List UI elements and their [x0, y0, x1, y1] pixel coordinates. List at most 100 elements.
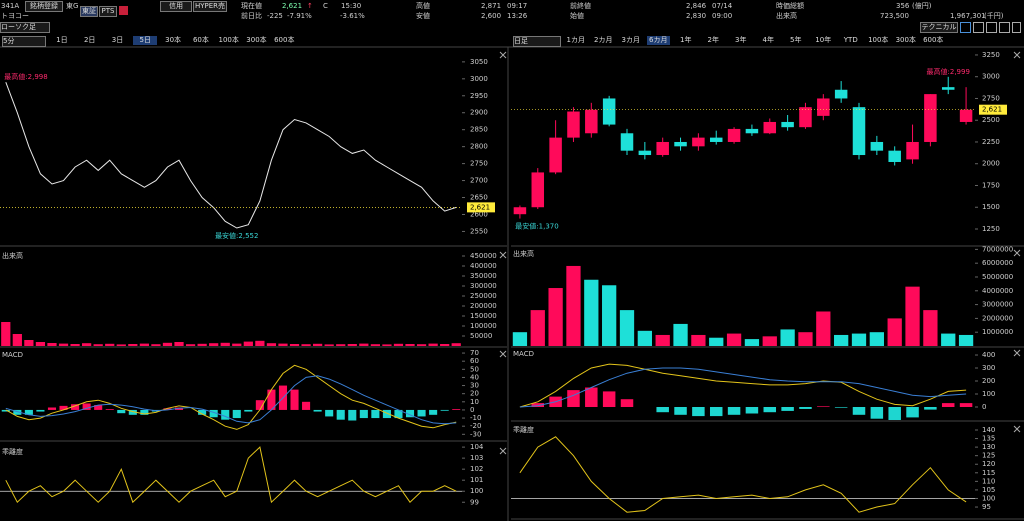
range-button[interactable]: 2カ月 [594, 36, 613, 44]
volume-bar [416, 344, 427, 346]
tool-icons [960, 22, 1021, 33]
range-button[interactable]: 300本 [895, 36, 916, 44]
y-tick-label: 50000 [470, 332, 492, 340]
candle-body [924, 94, 937, 142]
hyper-button[interactable]: HYPER売 [193, 1, 227, 12]
draw-icon[interactable] [960, 22, 971, 33]
alert-icon[interactable] [119, 6, 128, 15]
range-button[interactable]: 3日 [111, 36, 124, 44]
histogram-bar [140, 409, 149, 415]
layout-icon[interactable] [999, 22, 1010, 33]
y-tick-label: 2700 [470, 177, 488, 185]
range-button[interactable]: YTD [843, 36, 858, 44]
range-button[interactable]: 600本 [274, 36, 295, 44]
range-button[interactable]: 3年 [735, 36, 747, 44]
volume-bar [47, 343, 57, 346]
range-button[interactable]: 2日 [83, 36, 96, 44]
range-button[interactable]: 300本 [246, 36, 267, 44]
histogram-bar [336, 409, 345, 420]
y-tick-label: 100 [470, 487, 483, 495]
candle-body [549, 137, 562, 173]
range-button[interactable]: 100本 [218, 36, 239, 44]
chart-style-dropdown[interactable]: ローソク足 [0, 22, 50, 33]
range-button[interactable]: 2年 [707, 36, 719, 44]
range-button[interactable]: 60本 [192, 36, 209, 44]
exchange-button[interactable]: 東証 [80, 6, 98, 17]
range-button[interactable]: 30本 [165, 36, 182, 44]
y-tick-label: 102 [470, 465, 483, 473]
volume-bar [655, 334, 670, 346]
range-button[interactable]: 5日 [133, 36, 158, 45]
y-tick-label: 300 [982, 364, 995, 372]
volume-bar [941, 333, 956, 346]
y-tick-label: 60 [470, 357, 479, 365]
histogram-bar [405, 409, 415, 418]
histogram-bar [1, 409, 10, 412]
y-tick-label: 100 [982, 494, 995, 502]
candle-body [531, 172, 545, 208]
close-icon [1013, 425, 1021, 433]
candle-body [656, 141, 669, 156]
last-price-label: 2,621 [982, 106, 1002, 114]
value: 2,846 [686, 2, 707, 10]
range-button[interactable]: 600本 [923, 36, 944, 44]
y-tick-label: -30 [470, 430, 481, 438]
volume-bar [709, 337, 724, 346]
volume-bar [70, 344, 80, 346]
volume-bar [440, 344, 450, 346]
histogram-bar [117, 409, 126, 414]
technical-button[interactable]: テクニカル [920, 22, 958, 33]
histogram-bar [692, 407, 705, 417]
low-annotation: 最安値:2,552 [215, 231, 258, 240]
stock-name: トヨコー [1, 12, 29, 20]
range-button[interactable]: 4年 [762, 36, 774, 44]
volume-bar [726, 333, 742, 346]
range-button[interactable]: 1カ月 [566, 36, 585, 44]
candle-body [781, 121, 794, 128]
candle-body [906, 141, 919, 160]
label: 出来高 [776, 12, 797, 20]
layout-icon[interactable] [1012, 22, 1021, 33]
y-tick-label: 1250 [982, 225, 1000, 233]
histogram-bar [267, 389, 276, 410]
y-tick-label: 40 [470, 373, 479, 381]
y-tick-label: 20 [470, 390, 479, 398]
series-line [5, 375, 457, 425]
settings-icon[interactable] [973, 22, 984, 33]
range-button[interactable]: 1年 [680, 36, 692, 44]
close-icon [499, 251, 507, 259]
y-tick-label: -10 [470, 414, 481, 422]
stock-code: 341A [1, 2, 20, 10]
range-button[interactable]: 100本 [868, 36, 889, 44]
y-tick-label: 10 [470, 398, 479, 406]
interval-dropdown[interactable]: 日足 [513, 36, 561, 47]
interval-dropdown[interactable]: 5分 [2, 36, 46, 47]
volume-bar [58, 343, 69, 346]
series-line [5, 446, 457, 504]
range-button[interactable]: 1日 [56, 36, 68, 44]
candle-body [585, 109, 598, 134]
volume-bar [185, 344, 196, 346]
layout-icon[interactable] [986, 22, 997, 33]
volume-bar [243, 341, 253, 346]
histogram-bar [36, 409, 45, 412]
volume-bar [139, 343, 149, 346]
range-button[interactable]: 5年 [790, 36, 802, 44]
volume-bar [530, 310, 545, 346]
histogram-bar [198, 409, 207, 415]
histogram-bar [244, 409, 253, 412]
pts-button[interactable]: PTS [99, 6, 117, 17]
y-tick-label: 2650 [470, 194, 488, 202]
candle-body [852, 107, 866, 156]
range-button[interactable]: 3カ月 [621, 36, 640, 44]
register-button[interactable]: 銘柄登録 [25, 1, 63, 12]
y-tick-label: 130 [982, 443, 995, 451]
y-tick-label: 3250 [982, 51, 1000, 59]
series-line [519, 436, 967, 513]
y-tick-label: 400000 [470, 262, 497, 270]
range-button[interactable]: 6カ月 [646, 36, 670, 45]
volume-bar [174, 342, 184, 346]
volume-bar [116, 344, 126, 346]
margin-button[interactable]: 信用 [160, 1, 192, 12]
range-button[interactable]: 10年 [815, 36, 832, 44]
